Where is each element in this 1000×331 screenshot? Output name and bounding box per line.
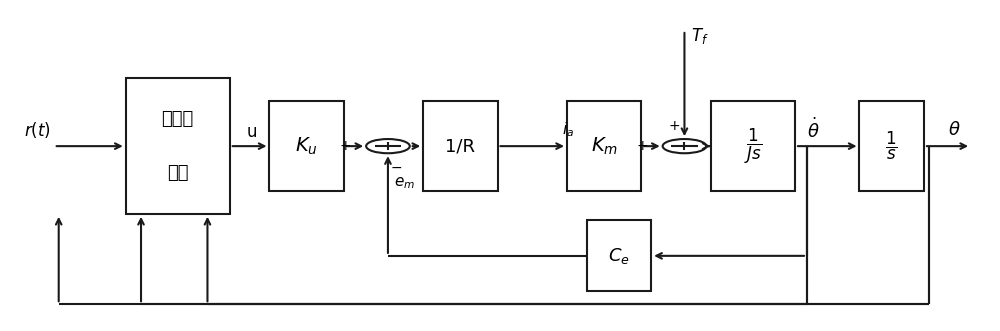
Bar: [126, 78, 230, 214]
Bar: [567, 101, 641, 191]
Bar: [269, 101, 344, 191]
Text: 制器: 制器: [167, 164, 188, 182]
Text: +: +: [340, 139, 351, 153]
Bar: [587, 220, 651, 291]
Text: −: −: [391, 161, 403, 175]
Bar: [859, 101, 924, 191]
Text: $i_a$: $i_a$: [562, 121, 575, 139]
Text: $T_f$: $T_f$: [691, 26, 709, 46]
Bar: [711, 101, 795, 191]
Text: $e_m$: $e_m$: [394, 175, 415, 191]
Bar: [423, 101, 498, 191]
Text: $K_m$: $K_m$: [591, 135, 618, 157]
Text: +: +: [669, 118, 680, 133]
Text: $\dot{\theta}$: $\dot{\theta}$: [807, 118, 820, 142]
Text: 1/R: 1/R: [445, 137, 475, 155]
Text: $C_e$: $C_e$: [608, 246, 630, 266]
Text: $K_u$: $K_u$: [295, 135, 318, 157]
Text: +: +: [636, 139, 648, 153]
Text: $\theta$: $\theta$: [948, 121, 961, 139]
Text: 滑模控: 滑模控: [162, 110, 194, 128]
Text: u: u: [247, 122, 258, 141]
Text: $r(t)$: $r(t)$: [24, 120, 51, 140]
Text: $\dfrac{1}{Js}$: $\dfrac{1}{Js}$: [744, 126, 762, 166]
Text: $\dfrac{1}{s}$: $\dfrac{1}{s}$: [885, 130, 898, 162]
